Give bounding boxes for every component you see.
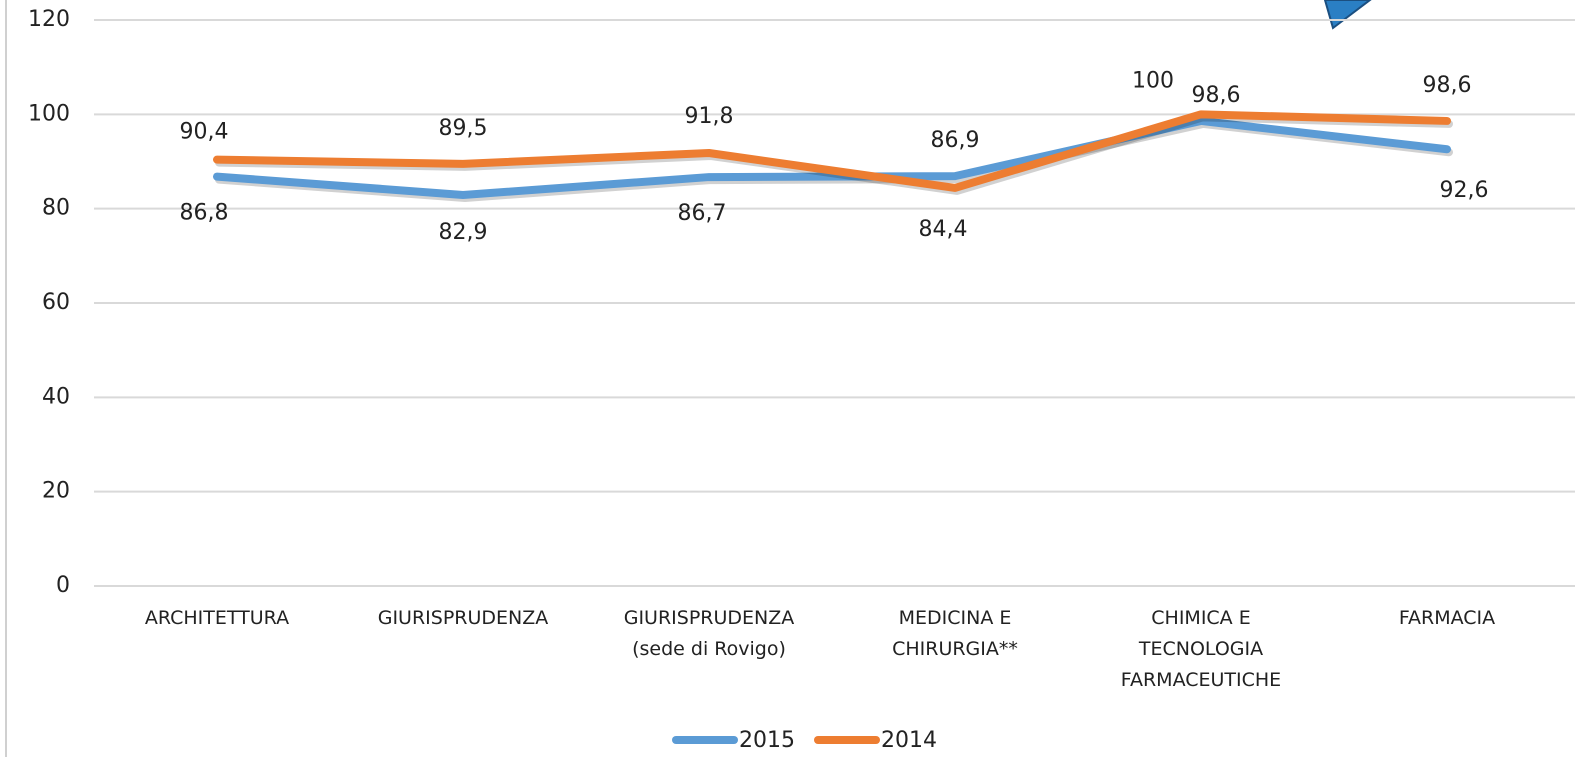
y-tick-label: 60 [42,290,70,315]
data-label: 92,6 [1440,178,1489,203]
x-tick-label: FARMACIA [1340,603,1555,634]
data-label: 98,6 [1423,73,1472,98]
x-tick-label: GIURISPRUDENZA (sede di Rovigo) [602,603,817,665]
decor-icon [1325,0,1370,28]
data-label: 98,6 [1192,83,1241,108]
y-tick-label: 0 [56,573,70,598]
data-label: 100 [1132,68,1174,93]
data-label: 89,5 [439,116,488,141]
x-tick-label: MEDICINA E CHIRURGIA** [848,603,1063,665]
x-tick-label: GIURISPRUDENZA [356,603,571,634]
data-label: 86,8 [180,201,229,226]
data-label: 90,4 [180,120,229,145]
legend-label: 2014 [881,728,937,753]
x-tick-label: ARCHITETTURA [110,603,325,634]
data-label: 86,9 [931,128,980,153]
data-label: 82,9 [439,220,488,245]
y-tick-label: 100 [28,101,70,126]
chart-page: 0 20 40 60 80 100 120 86,8 82,9 86,7 86,9 98,6 92,6 9… [0,0,1575,757]
y-tick-label: 40 [42,384,70,409]
data-label: 86,7 [678,201,727,226]
y-tick-label: 80 [42,196,70,221]
x-tick-label: CHIMICA E TECNOLOGIA FARMACEUTICHE [1094,603,1309,696]
y-tick-label: 20 [42,479,70,504]
data-label: 84,4 [919,217,968,242]
y-tick-label: 120 [28,7,70,32]
legend-label: 2015 [739,728,795,753]
data-label: 91,8 [685,104,734,129]
